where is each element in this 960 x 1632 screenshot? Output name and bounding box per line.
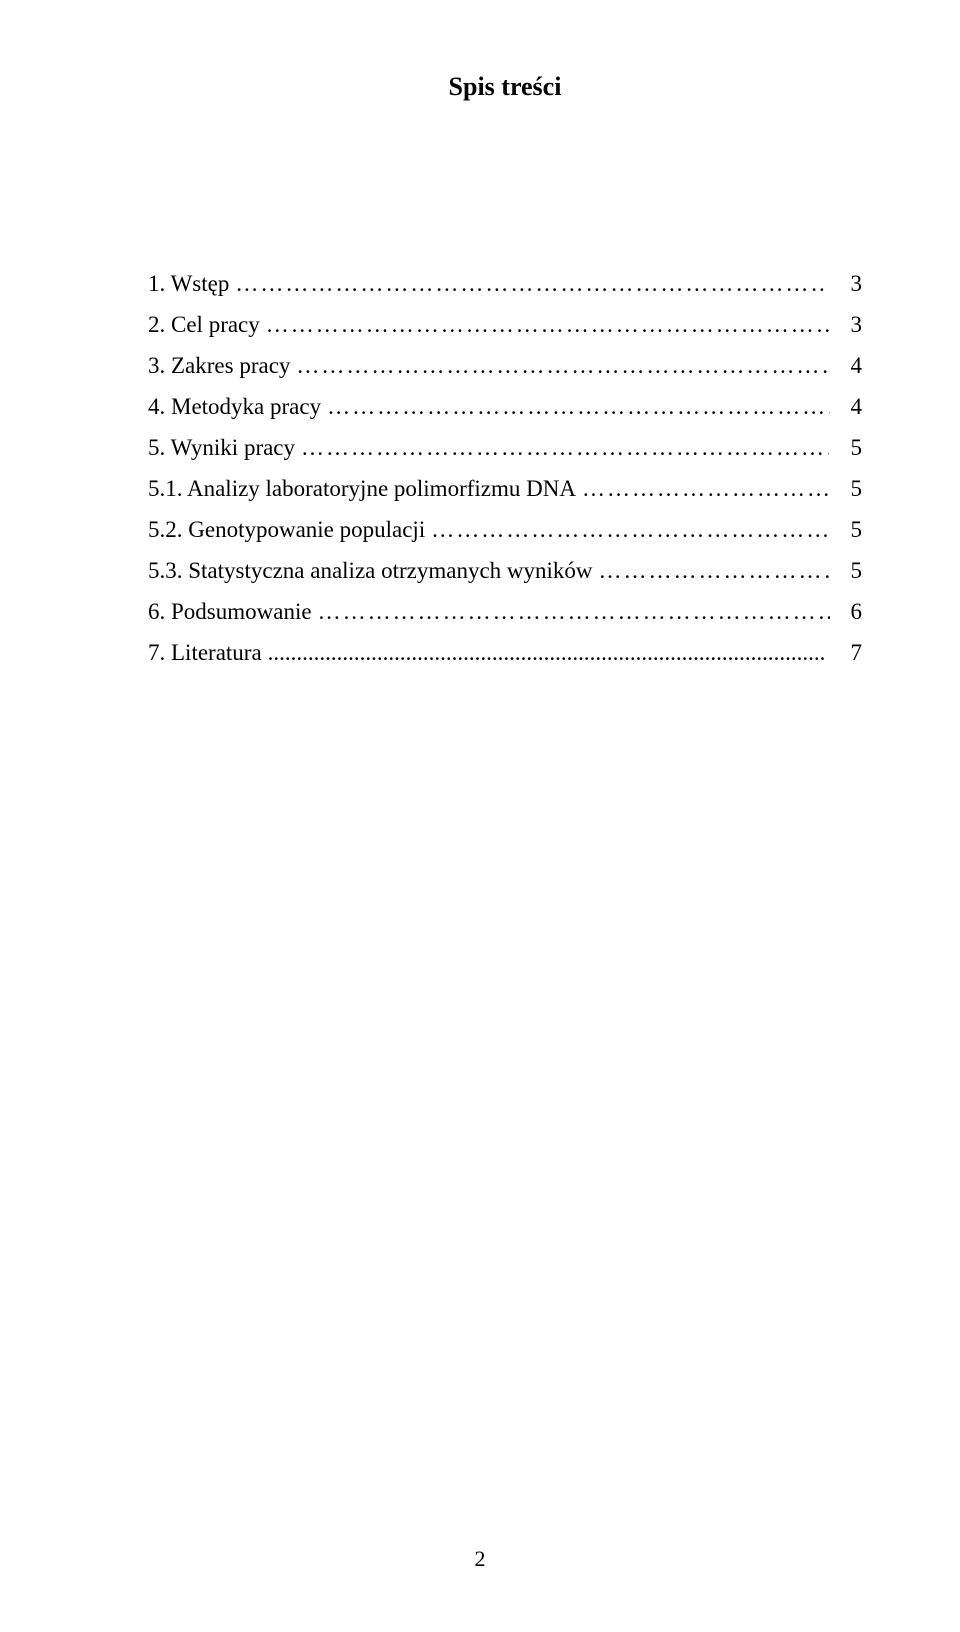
toc-label: 3. Zakres pracy bbox=[148, 354, 290, 377]
toc-page: 6 bbox=[830, 600, 862, 623]
toc-page: 5 bbox=[831, 477, 863, 500]
toc-page: 4 bbox=[829, 354, 862, 377]
toc-page: 5 bbox=[829, 436, 862, 459]
toc-page: 5 bbox=[831, 559, 863, 582]
toc-leader bbox=[295, 436, 829, 459]
toc-leader bbox=[425, 518, 830, 541]
toc-page: 7 bbox=[825, 641, 862, 664]
toc-page: 3 bbox=[829, 313, 862, 336]
toc-row: 5.2. Genotypowanie populacji 5 bbox=[148, 518, 862, 541]
toc-leader bbox=[262, 641, 826, 664]
toc-label: 6. Podsumowanie bbox=[148, 600, 312, 623]
toc-leader bbox=[290, 354, 829, 377]
toc-leader bbox=[312, 600, 830, 623]
toc-label: 4. Metodyka pracy bbox=[148, 395, 321, 418]
toc-row: 1. Wstęp 3 bbox=[148, 272, 862, 295]
toc-row: 2. Cel pracy 3 bbox=[148, 313, 862, 336]
toc-row: 5.1. Analizy laboratoryjne polimorfizmu … bbox=[148, 477, 862, 500]
page-title: Spis treści bbox=[148, 72, 862, 102]
page-number: 2 bbox=[0, 1546, 960, 1572]
toc-label: 2. Cel pracy bbox=[148, 313, 260, 336]
toc-row: 4. Metodyka pracy 4 bbox=[148, 395, 862, 418]
toc-label: 5. Wyniki pracy bbox=[148, 436, 295, 459]
toc-row: 5.3. Statystyczna analiza otrzymanych wy… bbox=[148, 559, 862, 582]
toc-page: 5 bbox=[831, 518, 863, 541]
toc-leader bbox=[260, 313, 829, 336]
toc-row: 3. Zakres pracy 4 bbox=[148, 354, 862, 377]
toc-label: 5.1. Analizy laboratoryjne polimorfizmu … bbox=[148, 477, 576, 500]
toc-row: 5. Wyniki pracy 5 bbox=[148, 436, 862, 459]
toc-label: 5.2. Genotypowanie populacji bbox=[148, 518, 425, 541]
toc-leader bbox=[576, 477, 831, 500]
toc-page: 3 bbox=[828, 272, 862, 295]
toc-leader bbox=[321, 395, 830, 418]
toc-label: 5.3. Statystyczna analiza otrzymanych wy… bbox=[148, 559, 593, 582]
document-page: Spis treści 1. Wstęp 3 2. Cel pracy 3 3.… bbox=[0, 0, 960, 1632]
toc-row: 6. Podsumowanie 6 bbox=[148, 600, 862, 623]
toc-row: 7. Literatura 7 bbox=[148, 641, 862, 664]
toc-page: 4 bbox=[830, 395, 862, 418]
table-of-contents: 1. Wstęp 3 2. Cel pracy 3 3. Zakres prac… bbox=[148, 272, 862, 682]
toc-label: 7. Literatura bbox=[148, 641, 262, 664]
toc-leader bbox=[593, 559, 831, 582]
toc-leader bbox=[229, 272, 828, 295]
toc-label: 1. Wstęp bbox=[148, 272, 229, 295]
